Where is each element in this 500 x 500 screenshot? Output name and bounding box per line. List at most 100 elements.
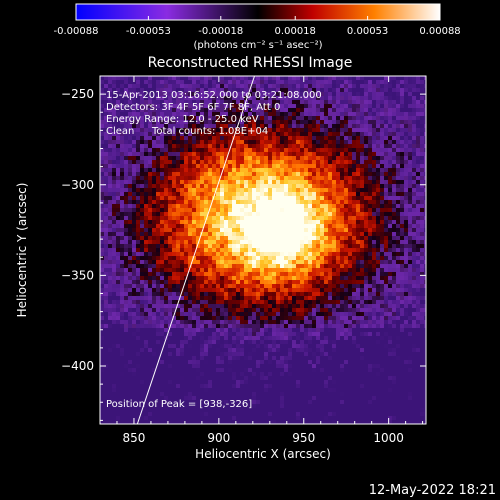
heatmap-cell (284, 360, 289, 365)
heatmap-cell (160, 340, 165, 345)
heatmap-cell (208, 248, 213, 253)
heatmap-cell (168, 220, 173, 225)
heatmap-cell (288, 392, 293, 397)
heatmap-cell (244, 264, 249, 269)
heatmap-cell (140, 220, 145, 225)
heatmap-cell (232, 268, 237, 273)
heatmap-cell (280, 104, 285, 109)
heatmap-cell (124, 376, 129, 381)
heatmap-cell (208, 340, 213, 345)
heatmap-cell (180, 340, 185, 345)
heatmap-cell (196, 320, 201, 325)
heatmap-cell (288, 316, 293, 321)
heatmap-cell (232, 92, 237, 97)
heatmap-cell (188, 244, 193, 249)
heatmap-cell (104, 368, 109, 373)
heatmap-cell (300, 376, 305, 381)
heatmap-cell (260, 76, 265, 81)
heatmap-cell (132, 384, 137, 389)
heatmap-cell (256, 136, 261, 141)
heatmap-cell (216, 160, 221, 165)
heatmap-cell (272, 96, 277, 101)
heatmap-cell (296, 256, 301, 261)
heatmap-cell (240, 388, 245, 393)
heatmap-cell (228, 312, 233, 317)
heatmap-cell (160, 232, 165, 237)
heatmap-cell (148, 420, 153, 424)
heatmap-cell (124, 144, 129, 149)
heatmap-cell (248, 244, 253, 249)
heatmap-cell (160, 76, 165, 81)
heatmap-cell (284, 176, 289, 181)
heatmap-cell (152, 176, 157, 181)
heatmap-cell (116, 368, 121, 373)
heatmap-cell (268, 376, 273, 381)
heatmap-cell (200, 152, 205, 157)
heatmap-cell (128, 300, 133, 305)
heatmap-cell (140, 252, 145, 257)
heatmap-cell (272, 132, 277, 137)
heatmap-cell (152, 228, 157, 233)
heatmap-cell (248, 336, 253, 341)
heatmap-cell (260, 140, 265, 145)
heatmap-cell (248, 236, 253, 241)
heatmap-cell (188, 104, 193, 109)
heatmap-cell (268, 236, 273, 241)
heatmap-cell (308, 244, 313, 249)
heatmap-cell (296, 236, 301, 241)
heatmap-cell (232, 376, 237, 381)
heatmap-cell (252, 232, 257, 237)
heatmap-cell (104, 292, 109, 297)
heatmap-cell (320, 400, 325, 405)
heatmap-cell (244, 80, 249, 85)
heatmap-cell (204, 408, 209, 413)
heatmap-cell (216, 296, 221, 301)
heatmap-cell (256, 296, 261, 301)
heatmap-cell (244, 224, 249, 229)
heatmap-cell (104, 192, 109, 197)
heatmap-cell (260, 404, 265, 409)
heatmap-cell (240, 296, 245, 301)
heatmap-cell (248, 316, 253, 321)
heatmap-cell (320, 104, 325, 109)
heatmap-cell (140, 136, 145, 141)
heatmap-cell (184, 140, 189, 145)
heatmap-cell (124, 180, 129, 185)
heatmap-cell (148, 228, 153, 233)
heatmap-cell (100, 156, 105, 161)
heatmap-cell (236, 148, 241, 153)
heatmap-cell (264, 128, 269, 133)
heatmap-cell (224, 196, 229, 201)
heatmap-cell (256, 308, 261, 313)
heatmap-cell (260, 344, 265, 349)
heatmap-cell (292, 272, 297, 277)
heatmap-cell (248, 80, 253, 85)
heatmap-cell (296, 168, 301, 173)
heatmap-cell (152, 168, 157, 173)
heatmap-cell (192, 140, 197, 145)
heatmap-cell (120, 140, 125, 145)
heatmap-cell (312, 276, 317, 281)
heatmap-cell (172, 396, 177, 401)
heatmap-cell (260, 172, 265, 177)
heatmap-cell (208, 188, 213, 193)
heatmap-cell (268, 184, 273, 189)
heatmap-cell (280, 160, 285, 165)
heatmap-cell (140, 280, 145, 285)
heatmap-cell (112, 236, 117, 241)
heatmap-cell (308, 284, 313, 289)
heatmap-cell (324, 172, 329, 177)
heatmap-cell (156, 168, 161, 173)
heatmap-cell (192, 100, 197, 105)
heatmap-cell (116, 400, 121, 405)
heatmap-cell (180, 372, 185, 377)
heatmap-cell (100, 188, 105, 193)
heatmap-cell (248, 352, 253, 357)
heatmap-cell (276, 336, 281, 341)
heatmap-cell (128, 296, 133, 301)
heatmap-cell (264, 236, 269, 241)
heatmap-cell (264, 284, 269, 289)
heatmap-cell (308, 288, 313, 293)
heatmap-cell (148, 316, 153, 321)
heatmap-cell (124, 288, 129, 293)
